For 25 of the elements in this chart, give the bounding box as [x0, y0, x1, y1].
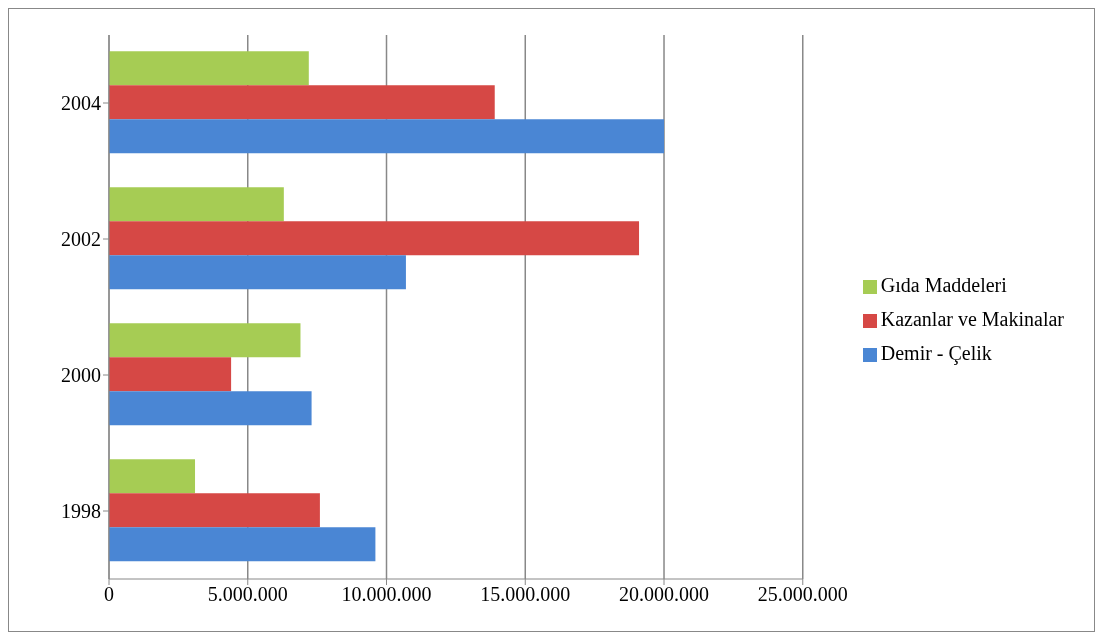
- bar: [109, 187, 284, 222]
- x-tick-label: 5.000.000: [207, 583, 288, 606]
- bar: [109, 119, 665, 154]
- bar: [109, 391, 312, 426]
- bar: [109, 323, 301, 358]
- y-tick-label: 1998: [61, 500, 101, 523]
- bar: [109, 459, 196, 494]
- bar: [109, 527, 376, 562]
- y-tick-label: 2002: [61, 228, 101, 251]
- y-tick-label: 2004: [61, 92, 101, 115]
- bar: [109, 51, 309, 86]
- legend-label: Kazanlar ve Makinalar: [880, 308, 1064, 330]
- bar: [109, 357, 232, 392]
- bar: [109, 493, 320, 528]
- legend-label: Gıda Maddeleri: [880, 274, 1007, 296]
- legend-label: Demir - Çelik: [880, 342, 992, 364]
- bar: [109, 255, 406, 290]
- x-tick-label: 0: [104, 583, 114, 606]
- x-tick-label: 20.000.000: [619, 583, 710, 606]
- x-tick-label: 25.000.000: [757, 583, 848, 606]
- bar: [109, 85, 495, 120]
- x-tick-label: 10.000.000: [341, 583, 432, 606]
- x-tick-label: 15.000.000: [480, 583, 571, 606]
- y-tick-label: 2000: [61, 364, 101, 387]
- bar: [109, 221, 640, 256]
